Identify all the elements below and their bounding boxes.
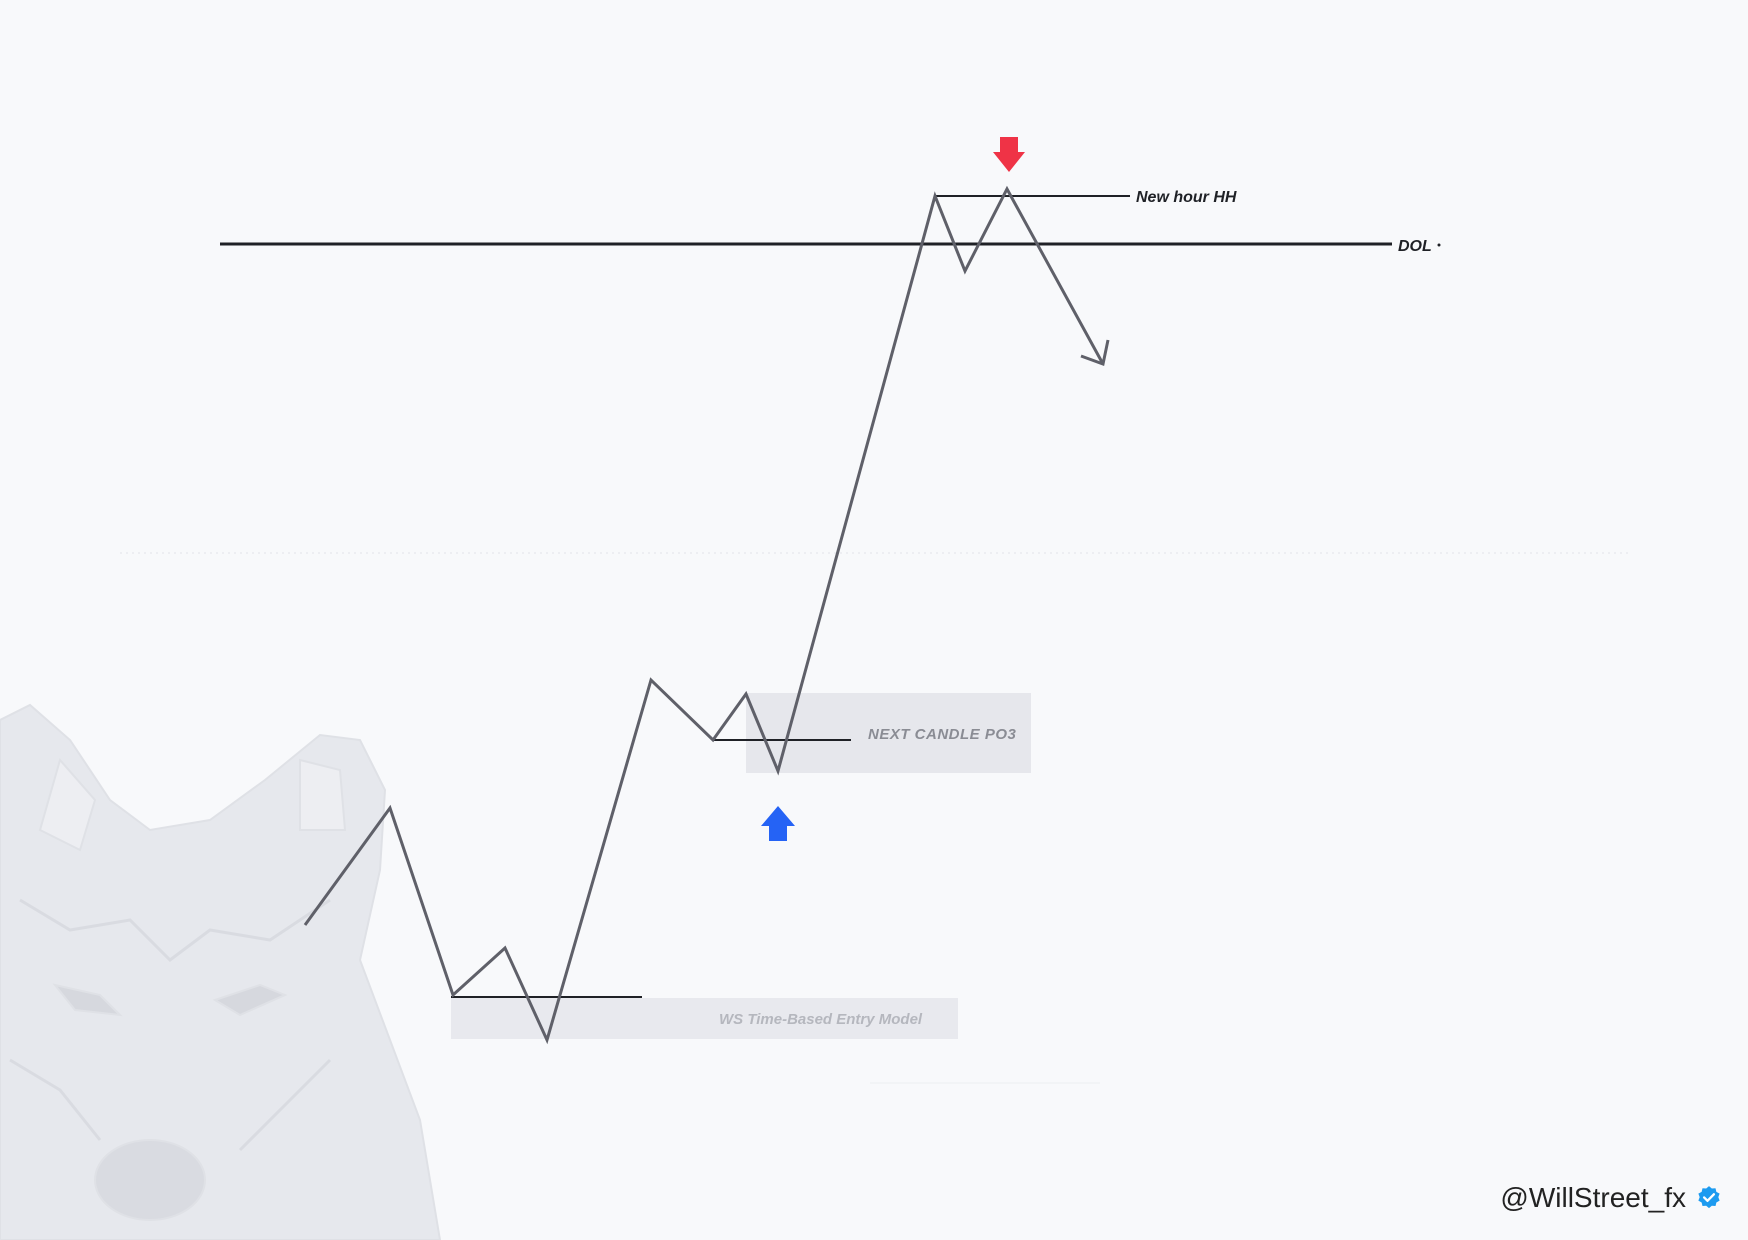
new-hour-hh-label: New hour HH bbox=[1136, 189, 1237, 206]
verified-badge-icon bbox=[1698, 1186, 1720, 1209]
red-down-arrow-icon bbox=[993, 137, 1025, 172]
entry-model-box bbox=[451, 998, 958, 1039]
author-handle: @WillStreet_fx bbox=[1500, 1182, 1686, 1213]
dol-label: DOL bbox=[1398, 238, 1432, 255]
blue-up-arrow-icon bbox=[761, 806, 795, 841]
author-watermark: @WillStreet_fx bbox=[1500, 1182, 1722, 1214]
wolf-logo-watermark bbox=[0, 703, 442, 1240]
entry-model-label: WS Time-Based Entry Model bbox=[719, 1011, 923, 1028]
price-path bbox=[303, 185, 1105, 1045]
dol-dot bbox=[1437, 243, 1441, 247]
next-candle-po3-label: NEXT CANDLE PO3 bbox=[868, 726, 1017, 743]
next-candle-box bbox=[746, 693, 1031, 773]
arrowhead-icon bbox=[1080, 339, 1110, 367]
